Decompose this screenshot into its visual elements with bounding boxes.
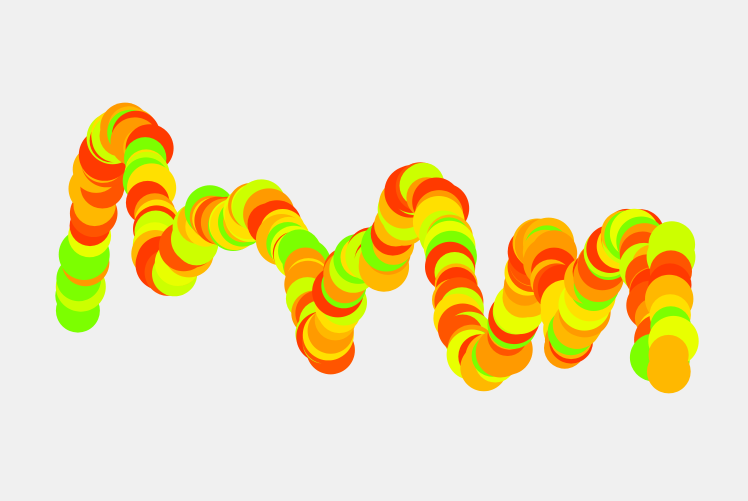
color-circle: [646, 349, 691, 394]
